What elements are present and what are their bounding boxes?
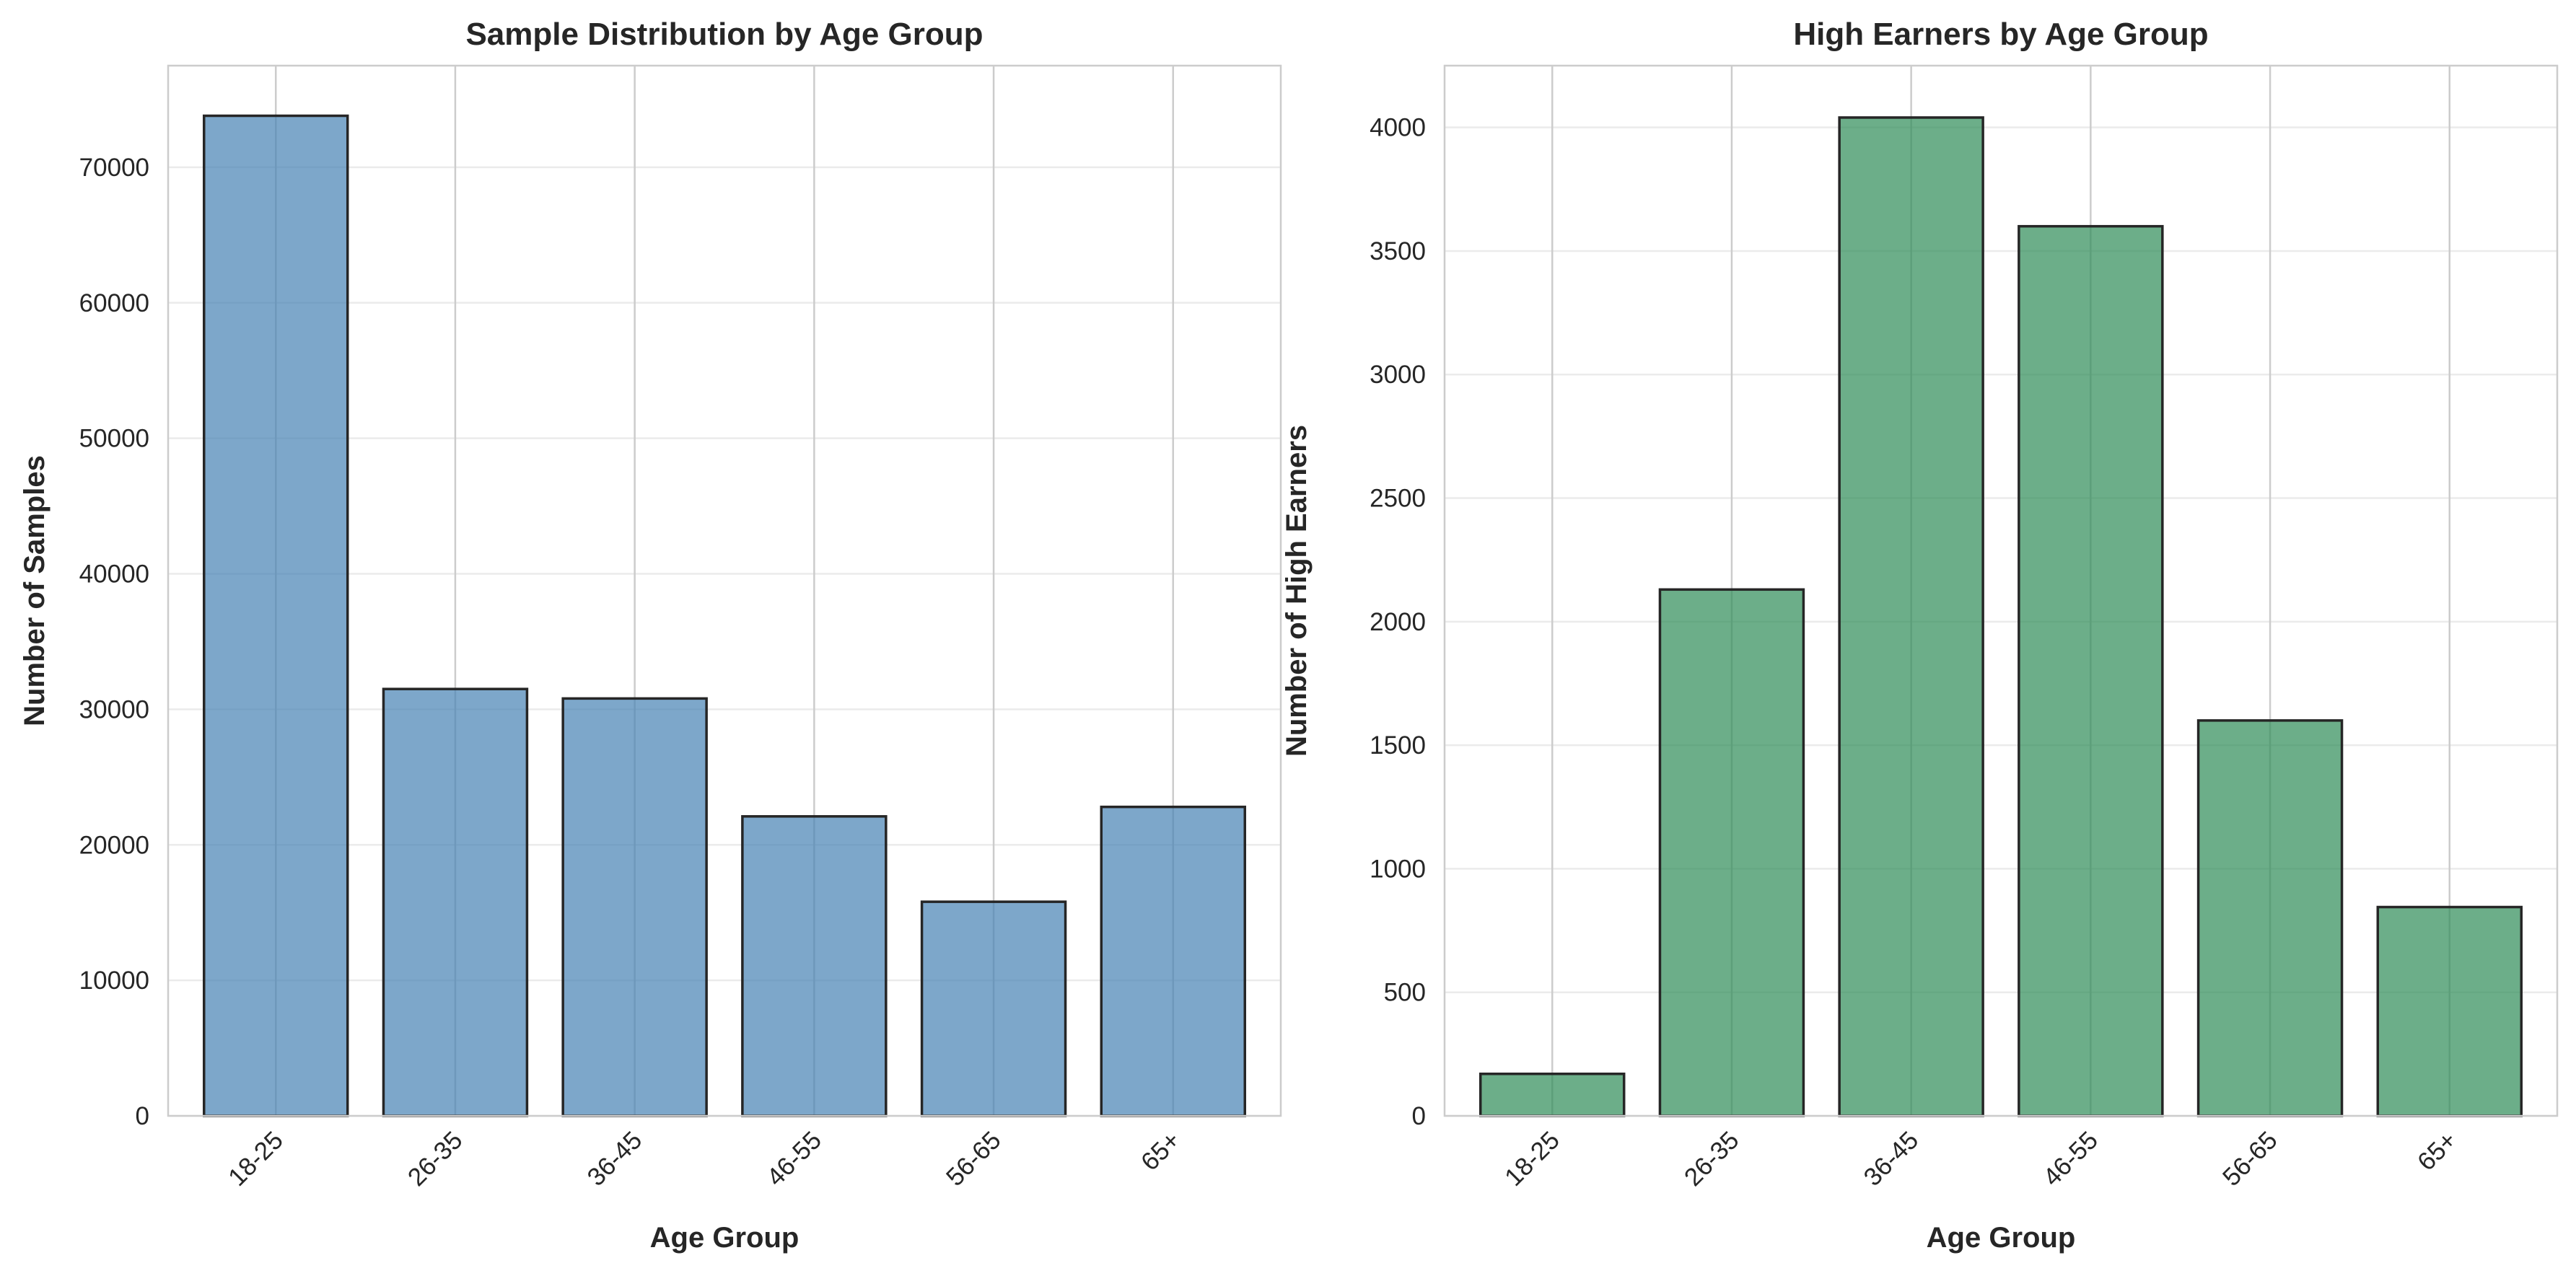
y-tick-label: 0 xyxy=(136,1102,149,1130)
y-tick-label: 500 xyxy=(1384,979,1426,1007)
x-tick-label: 36-45 xyxy=(1858,1126,1924,1192)
y-tick-label: 10000 xyxy=(79,967,149,995)
y-tick-label: 0 xyxy=(1412,1102,1426,1130)
x-tick-label: 18-25 xyxy=(1499,1126,1565,1192)
bar-65+ xyxy=(1100,805,1247,1117)
y-axis-label: Number of High Earners xyxy=(1281,425,1313,757)
y-tick-label: 40000 xyxy=(79,560,149,589)
plot-frame xyxy=(167,64,1282,1117)
x-tick-label: 56-65 xyxy=(2217,1126,2283,1192)
y-tick-label: 3000 xyxy=(1370,361,1426,389)
x-tick-label: 46-55 xyxy=(2038,1126,2103,1192)
chart-title: Sample Distribution by Age Group xyxy=(465,17,983,52)
y-tick-label: 1000 xyxy=(1370,855,1426,883)
y-tick-label: 20000 xyxy=(79,831,149,859)
bar-26-35 xyxy=(382,687,529,1117)
y-tick-label: 60000 xyxy=(79,289,149,317)
chart-sample-distribution: 0 10000 20000 30000 40000 50000 60000 70000 18-2… xyxy=(19,17,1282,1254)
bar-46-55 xyxy=(2018,224,2164,1117)
y-tick-label: 3500 xyxy=(1370,237,1426,265)
chart-title: High Earners by Age Group xyxy=(1793,17,2208,52)
x-axis-label: Age Group xyxy=(650,1222,799,1254)
bar-18-25 xyxy=(202,114,349,1117)
y-tick-label: 30000 xyxy=(79,695,149,723)
bar-46-55 xyxy=(741,815,888,1117)
chart-high-earners: 0 500 1000 1500 2000 2500 3000 3500 4000 18-25 26-… xyxy=(1281,17,2559,1254)
bar-26-35 xyxy=(1658,588,1805,1117)
bar-56-65 xyxy=(2196,719,2344,1117)
bar-65+ xyxy=(2376,905,2523,1117)
x-axis-label: Age Group xyxy=(1927,1222,2076,1254)
bar-36-45 xyxy=(1838,116,1984,1117)
bar-18-25 xyxy=(1478,1073,1626,1117)
x-tick-label: 26-35 xyxy=(403,1126,468,1192)
y-tick-label: 4000 xyxy=(1370,114,1426,142)
x-tick-label: 26-35 xyxy=(1679,1126,1745,1192)
bar-56-65 xyxy=(920,900,1067,1117)
x-tick-label: 65+ xyxy=(2412,1126,2463,1176)
y-axis-label: Number of Samples xyxy=(19,455,51,726)
y-tick-label: 1500 xyxy=(1370,731,1426,760)
y-tick-label: 2000 xyxy=(1370,608,1426,636)
x-tick-label: 56-65 xyxy=(941,1126,1007,1192)
x-tick-label: 65+ xyxy=(1136,1126,1186,1176)
plot-frame xyxy=(1443,64,2559,1117)
x-tick-label: 36-45 xyxy=(582,1126,647,1192)
bar-36-45 xyxy=(561,697,708,1117)
x-tick-label: 46-55 xyxy=(761,1126,827,1192)
y-tick-label: 70000 xyxy=(79,154,149,182)
y-tick-label: 50000 xyxy=(79,425,149,453)
x-tick-label: 18-25 xyxy=(223,1126,289,1192)
y-tick-label: 2500 xyxy=(1370,485,1426,513)
